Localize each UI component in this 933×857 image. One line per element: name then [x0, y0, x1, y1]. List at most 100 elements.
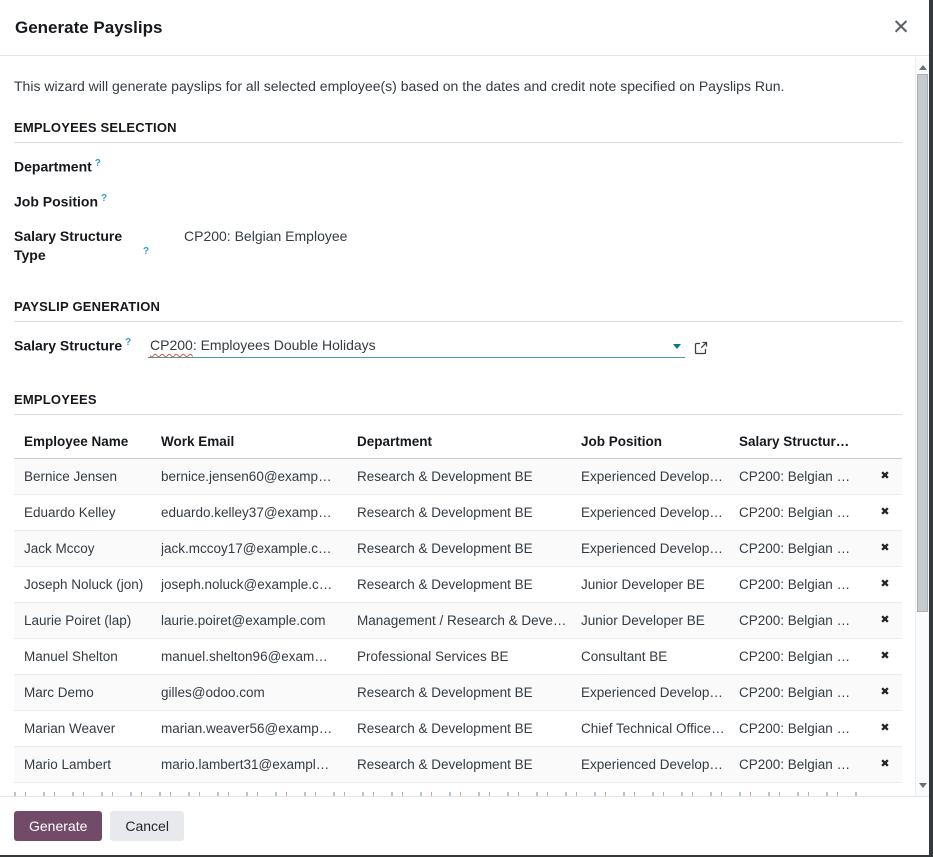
table-row[interactable]: Marc Demo gilles@odoo.com Research & Dev… [14, 674, 902, 711]
delete-row-icon[interactable]: ✖ [880, 650, 890, 662]
job-position-help-icon: ? [101, 193, 108, 204]
cell-work-email: bernice.jensen60@example.com [161, 468, 357, 484]
cell-employee-name: Bernice Jensen [24, 468, 118, 484]
column-header-job-position[interactable]: Job Position [581, 433, 662, 449]
cell-job-position: Junior Developer BE [581, 612, 705, 628]
department-label: Department? [14, 158, 101, 175]
table-row[interactable]: Laurie Poiret (lap) laurie.poiret@exampl… [14, 602, 902, 639]
cell-work-email: mario.lambert31@example.com [161, 756, 353, 772]
cell-salary-structure-type: CP200: Belgian Employee [739, 612, 868, 628]
cell-department: Research & Development BE [357, 540, 533, 556]
section-heading-employees: EMPLOYEES [14, 392, 902, 415]
salary-structure-input[interactable]: CP200: Employees Double Holidays [148, 336, 685, 358]
cell-employee-name: Marian Weaver [24, 720, 116, 736]
cell-salary-structure-type: CP200: Belgian Employee [739, 468, 868, 484]
close-icon[interactable]: ✕ [892, 16, 910, 39]
delete-row-icon[interactable]: ✖ [880, 722, 890, 734]
cell-employee-name: Jack Mccoy [24, 540, 95, 556]
cell-job-position: Experienced Developer BE [581, 468, 739, 484]
cell-work-email: jack.mccoy17@example.com [161, 540, 337, 556]
cell-department: Research & Development BE [357, 576, 533, 592]
cell-salary-structure-type: CP200: Belgian Employee [739, 756, 868, 772]
salary-structure-type-label: Salary Structure Type? [14, 228, 150, 263]
field-row-salary-structure: Salary Structure? CP200: Employees Doubl… [14, 336, 902, 358]
cell-work-email: eduardo.kelley37@example.com [161, 504, 357, 520]
cell-work-email: manuel.shelton96@example.com [161, 648, 357, 664]
cell-job-position: Consultant BE [581, 648, 668, 664]
delete-row-icon[interactable]: ✖ [880, 506, 890, 518]
dialog-footer: Generate Cancel [0, 796, 929, 855]
delete-row-icon[interactable]: ✖ [880, 758, 890, 770]
cell-salary-structure-type: CP200: Belgian Employee [739, 648, 868, 664]
delete-row-icon[interactable]: ✖ [880, 470, 890, 482]
cell-department: Research & Development BE [357, 756, 533, 772]
cell-work-email: laurie.poiret@example.com [161, 612, 326, 628]
table-row[interactable]: Bernice Jensen bernice.jensen60@example.… [14, 458, 902, 495]
table-row[interactable]: Mario Lambert mario.lambert31@example.co… [14, 746, 902, 783]
section-heading-employees-selection: EMPLOYEES SELECTION [14, 120, 902, 143]
cell-employee-name: Manuel Shelton [24, 648, 118, 664]
dialog-header: Generate Payslips ✕ [0, 0, 929, 56]
cell-employee-name: Eduardo Kelley [24, 504, 116, 520]
wizard-description: This wizard will generate payslips for a… [14, 78, 785, 94]
cell-job-position: Experienced Developer BE [581, 756, 739, 772]
table-row[interactable]: Eduardo Kelley eduardo.kelley37@example.… [14, 495, 902, 531]
cell-work-email: joseph.noluck@example.com [161, 576, 338, 592]
cell-salary-structure-type: CP200: Belgian Employee [739, 540, 868, 556]
field-row-job-position: Job Position? [14, 192, 902, 212]
cell-employee-name: Marc Demo [24, 684, 94, 700]
scrollbar-up-arrow-icon[interactable] [916, 60, 929, 74]
cell-department: Research & Development BE [357, 720, 533, 736]
cell-department: Research & Development BE [357, 468, 533, 484]
table-header-row: Employee Name Work Email Department Job … [14, 425, 902, 459]
cell-job-position: Chief Technical Officer BE [581, 720, 738, 736]
salary-structure-value-rest: : Employees Double Holidays [192, 336, 376, 353]
generate-button[interactable]: Generate [14, 811, 103, 841]
table-row[interactable]: Joseph Noluck (jon) joseph.noluck@exampl… [14, 567, 902, 603]
dialog-title: Generate Payslips [15, 17, 163, 37]
cell-department: Professional Services BE [357, 648, 509, 664]
cell-department: Research & Development BE [357, 504, 533, 520]
cell-job-position: Junior Developer BE [581, 576, 705, 592]
scrollbar-thumb[interactable] [917, 74, 928, 612]
column-header-department[interactable]: Department [357, 433, 433, 449]
job-position-field[interactable] [184, 192, 902, 210]
delete-row-icon[interactable]: ✖ [880, 578, 890, 590]
table-row[interactable]: Jack Mccoy jack.mccoy17@example.com Rese… [14, 530, 902, 567]
cell-salary-structure-type: CP200: Belgian Employee [739, 684, 868, 700]
column-header-employee-name[interactable]: Employee Name [24, 433, 129, 449]
cell-employee-name: Laurie Poiret (lap) [24, 612, 132, 628]
table-row-partial [14, 791, 867, 796]
chevron-down-icon[interactable] [673, 343, 681, 349]
dialog-body: This wizard will generate payslips for a… [0, 56, 929, 796]
column-header-salary-structure-type[interactable]: Salary Structure Type [739, 433, 868, 449]
cell-employee-name: Joseph Noluck (jon) [24, 576, 144, 592]
column-header-work-email[interactable]: Work Email [161, 433, 235, 449]
cell-employee-name: Mario Lambert [24, 756, 112, 772]
section-heading-payslip-generation: PAYSLIP GENERATION [14, 299, 902, 322]
employees-selection-fields: Department? Job Position? Salary Structu… [14, 157, 902, 265]
employees-table: Employee Name Work Email Department Job … [14, 425, 902, 796]
table-row[interactable]: Marian Weaver marian.weaver56@example.co… [14, 711, 902, 747]
delete-row-icon[interactable]: ✖ [880, 614, 890, 626]
cell-work-email: marian.weaver56@example.com [161, 720, 357, 736]
external-link-icon[interactable] [694, 341, 708, 355]
department-field[interactable] [184, 157, 902, 175]
delete-row-icon[interactable]: ✖ [880, 542, 890, 554]
cell-salary-structure-type: CP200: Belgian Employee [739, 576, 868, 592]
cancel-button[interactable]: Cancel [110, 811, 184, 841]
salary-structure-label: Salary Structure? [14, 336, 132, 354]
field-row-salary-structure-type: Salary Structure Type? CP200: Belgian Em… [14, 227, 902, 265]
cell-salary-structure-type: CP200: Belgian Employee [739, 504, 868, 520]
job-position-label: Job Position? [14, 193, 108, 210]
cell-department: Management / Research & Development BE [357, 612, 581, 628]
table-row[interactable]: Manuel Shelton manuel.shelton96@example.… [14, 639, 902, 675]
scrollbar[interactable] [915, 58, 929, 796]
scrollbar-down-arrow-icon[interactable] [916, 778, 929, 792]
cell-job-position: Experienced Developer BE [581, 540, 739, 556]
delete-row-icon[interactable]: ✖ [880, 686, 890, 698]
cell-salary-structure-type: CP200: Belgian Employee [739, 720, 868, 736]
cell-work-email: gilles@odoo.com [161, 684, 265, 700]
